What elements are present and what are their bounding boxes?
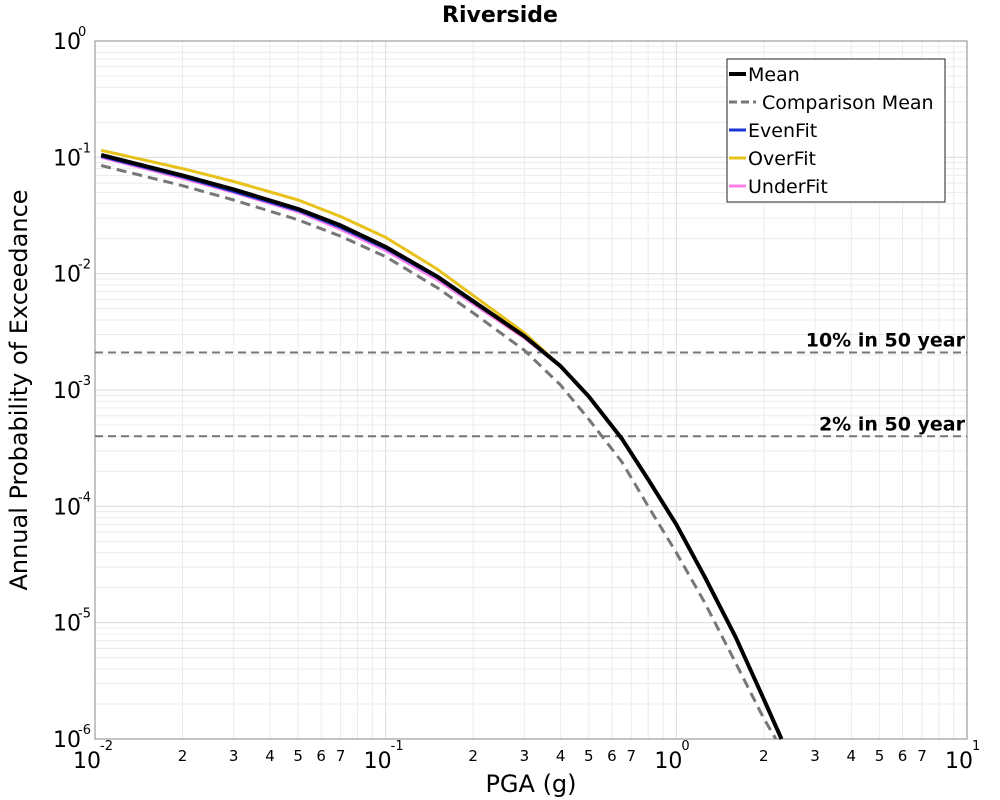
chart-title: Riverside bbox=[442, 3, 558, 28]
plot-area-frame bbox=[94, 40, 968, 740]
x-minor-tick-label: 2 bbox=[178, 747, 188, 765]
legend: Mean Comparison Mean EvenFit OverFit UnderFi… bbox=[726, 58, 946, 203]
x-major-tick-label: 10 bbox=[364, 749, 392, 774]
legend-label-comparison-mean: Comparison Mean bbox=[762, 92, 934, 114]
y-major-tick-label: 10 bbox=[53, 146, 81, 171]
x-axis-label: PGA (g) bbox=[485, 770, 576, 798]
y-major-tick-label: 10 bbox=[53, 379, 81, 404]
y-major-tick-exponent: -4 bbox=[78, 490, 91, 505]
x-minor-tick-label: 6 bbox=[607, 747, 617, 765]
x-major-tick-label: 10 bbox=[945, 749, 973, 774]
x-minor-tick-label: 2 bbox=[759, 747, 769, 765]
x-minor-tick-label: 3 bbox=[520, 747, 530, 765]
legend-box bbox=[726, 58, 946, 203]
y-major-tick-exponent: -2 bbox=[78, 258, 91, 273]
series-line-mean bbox=[100, 152, 784, 740]
reference-line-label: 10% in 50 year bbox=[806, 330, 966, 352]
y-major-tick-label: 10 bbox=[53, 263, 81, 288]
x-minor-tick-label: 3 bbox=[810, 747, 820, 765]
y-major-tick-exponent: -5 bbox=[78, 607, 91, 622]
x-minor-tick-label: 7 bbox=[336, 747, 346, 765]
series-line-comparison-mean bbox=[100, 164, 778, 740]
legend-label-evenfit: EvenFit bbox=[748, 120, 817, 142]
x-minor-tick-label: 7 bbox=[917, 747, 927, 765]
x-minor-tick-label: 4 bbox=[265, 747, 275, 765]
legend-label-overfit: OverFit bbox=[748, 148, 816, 170]
x-major-tick-exponent: 1 bbox=[972, 739, 980, 754]
x-minor-tick-label: 6 bbox=[898, 747, 908, 765]
y-major-tick-label: 10 bbox=[53, 612, 81, 637]
x-major-tick-exponent: -1 bbox=[391, 739, 404, 754]
x-minor-tick-label: 5 bbox=[293, 747, 303, 765]
y-major-tick-exponent: -3 bbox=[78, 374, 91, 389]
legend-label-underfit: UnderFit bbox=[748, 176, 828, 198]
reference-line-label: 2% in 50 year bbox=[819, 413, 966, 435]
y-major-tick-label: 10 bbox=[53, 495, 81, 520]
x-minor-tick-label: 4 bbox=[556, 747, 566, 765]
y-major-tick-label: 10 bbox=[53, 728, 81, 753]
y-axis-label: Annual Probability of Exceedance bbox=[5, 189, 33, 590]
y-major-tick-exponent: -6 bbox=[78, 723, 91, 738]
series-lines bbox=[100, 148, 784, 740]
y-major-tick-label: 10 bbox=[53, 30, 81, 55]
x-major-tick-exponent: -2 bbox=[100, 739, 113, 754]
x-major-tick-label: 10 bbox=[73, 749, 101, 774]
legend-label-mean: Mean bbox=[748, 64, 800, 86]
x-minor-tick-label: 6 bbox=[316, 747, 326, 765]
x-minor-tick-label: 3 bbox=[229, 747, 239, 765]
x-minor-tick-label: 2 bbox=[468, 747, 478, 765]
series-line-overfit bbox=[100, 148, 562, 368]
x-minor-tick-label: 7 bbox=[627, 747, 637, 765]
x-minor-tick-label: 5 bbox=[875, 747, 885, 765]
x-major-tick-label: 10 bbox=[654, 749, 682, 774]
y-major-tick-exponent: 0 bbox=[78, 25, 86, 40]
reference-lines: 10% in 50 year 2% in 50 year bbox=[95, 330, 967, 438]
x-minor-tick-label: 4 bbox=[847, 747, 857, 765]
x-minor-tick-label: 5 bbox=[584, 747, 594, 765]
x-major-tick-exponent: 0 bbox=[681, 739, 689, 754]
y-major-tick-exponent: -1 bbox=[78, 141, 91, 156]
